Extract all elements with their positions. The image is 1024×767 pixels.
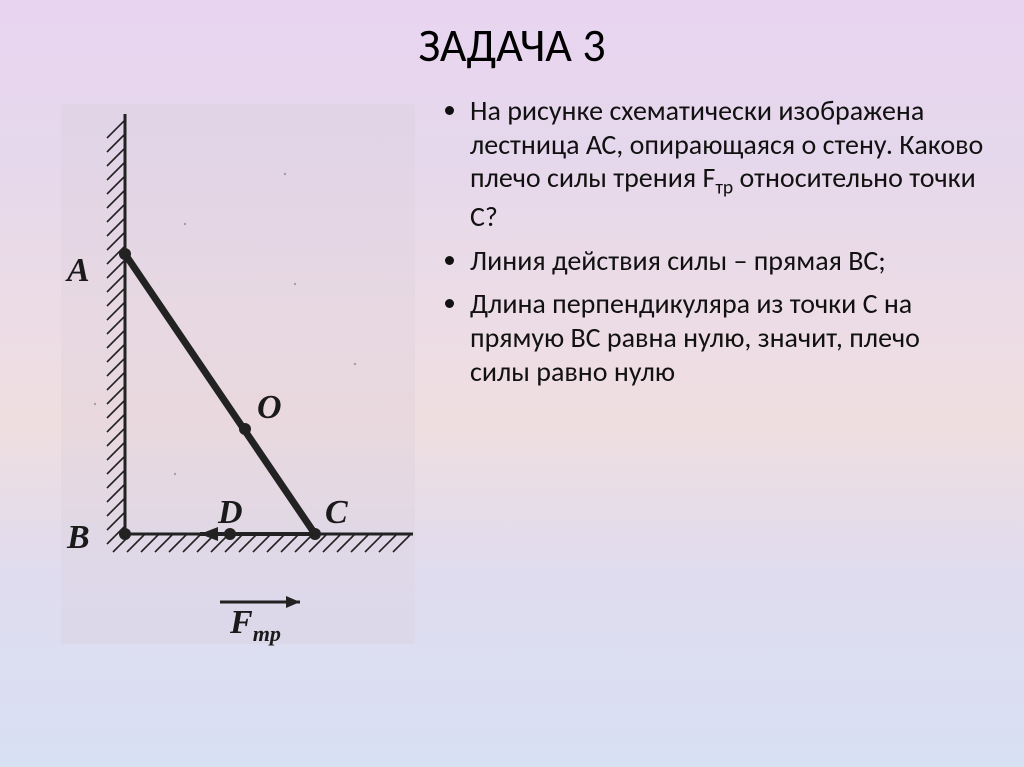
bullet-1: На рисунке схематически изображена лестн… — [470, 94, 984, 234]
label-O: O — [257, 389, 282, 427]
label-D: D — [218, 494, 243, 532]
label-B: B — [67, 519, 90, 557]
label-F: Fmp — [230, 604, 281, 647]
label-C: C — [325, 494, 348, 532]
content-row: A B O D C Fmp На рисунке схематически из… — [0, 84, 1024, 664]
diagram-column: A B O D C Fmp — [10, 84, 440, 664]
physics-diagram: A B O D C Fmp — [35, 104, 415, 664]
text-column: На рисунке схематически изображена лестн… — [440, 84, 1014, 664]
page-title: ЗАДАЧА 3 — [0, 0, 1024, 84]
label-A: A — [67, 252, 90, 290]
bullet-list: На рисунке схематически изображена лестн… — [440, 94, 984, 388]
bullet-3: Длина перпендикуляра из точки С на пряму… — [470, 287, 984, 388]
bullet-2: Линия действия силы – прямая ВС; — [470, 244, 984, 278]
